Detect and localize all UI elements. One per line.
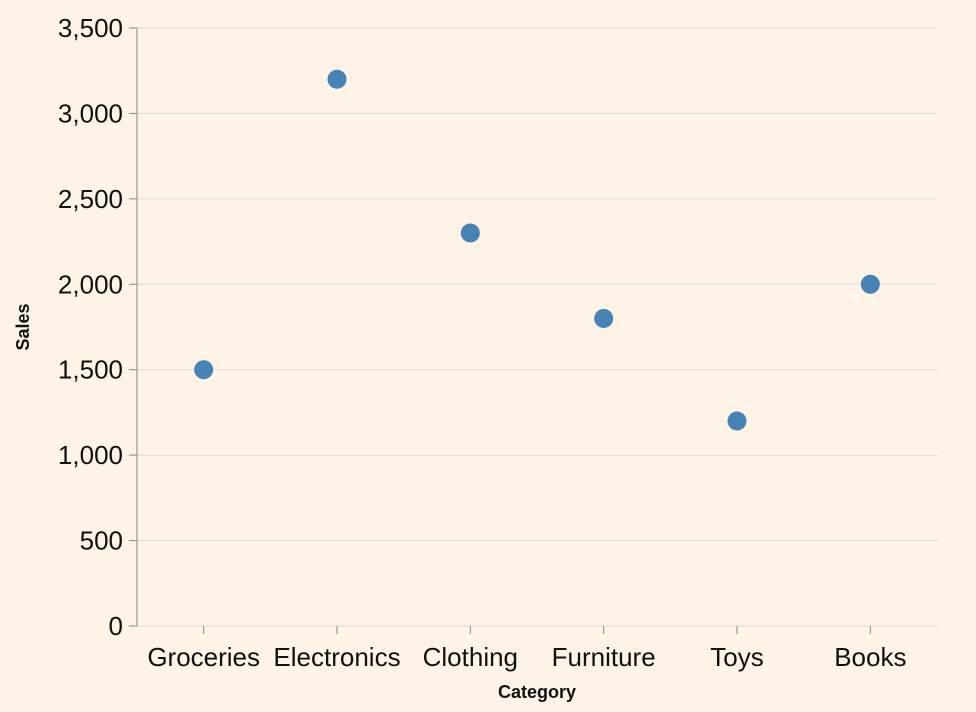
y-tick-label: 1,000 [58,440,123,470]
data-point [594,308,614,328]
x-axis-title: Category [498,682,576,702]
gridlines [137,27,937,627]
data-points [194,69,880,431]
y-tick-label: 3,500 [58,13,123,43]
y-tick-label: 2,000 [58,269,123,299]
x-tick-label: Clothing [423,642,518,672]
x-tick-label: Books [834,642,906,672]
y-tick-label: 0 [109,611,123,641]
y-tick-label: 1,500 [58,355,123,385]
axes: 0 500 1,000 1,500 2,000 2,500 3,000 3,500 Grocer… [58,13,907,672]
y-tick-label: 3,000 [58,98,123,128]
x-tick-label: Electronics [273,642,400,672]
y-tick-label: 500 [80,526,123,556]
x-tick-label: Furniture [552,642,656,672]
data-point [327,69,347,89]
data-point [727,411,747,431]
data-point [860,274,880,294]
x-tick-label: Toys [710,642,763,672]
data-point [194,360,214,380]
x-tick-label: Groceries [147,642,260,672]
y-axis-title: Sales [13,303,33,350]
y-tick-label: 2,500 [58,184,123,214]
data-point [460,223,480,243]
